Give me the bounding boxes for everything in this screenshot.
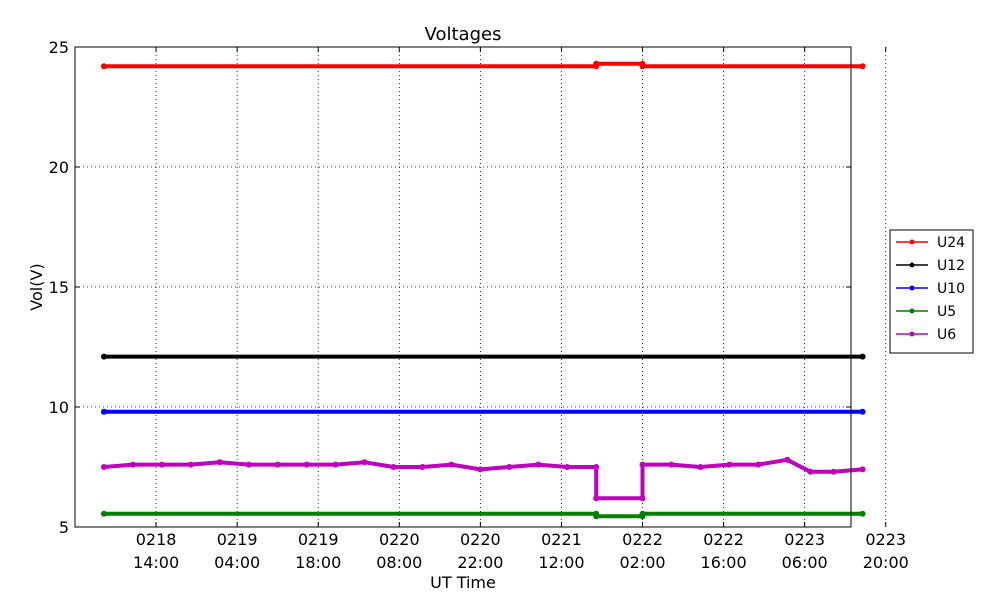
data-point-u6 xyxy=(593,464,600,470)
legend-marker-u12 xyxy=(909,262,915,268)
data-point-u6 xyxy=(755,461,762,468)
data-point-u6 xyxy=(807,468,814,475)
data-point-u6 xyxy=(830,468,837,475)
data-point-u6 xyxy=(477,466,484,473)
y-tick-label: 5 xyxy=(59,518,69,537)
data-point-u6 xyxy=(639,495,646,502)
data-point-u6 xyxy=(448,461,455,468)
x-tick-label-time: 02:00 xyxy=(619,553,665,572)
data-point-u10 xyxy=(859,408,866,415)
data-point-u6 xyxy=(726,461,733,468)
x-tick-label-date: 0219 xyxy=(298,530,339,549)
x-tick-label-date: 0219 xyxy=(217,530,258,549)
legend-marker-u6 xyxy=(909,331,915,337)
data-point-u6 xyxy=(697,464,704,470)
data-point-u6 xyxy=(535,461,542,468)
data-point-u5 xyxy=(593,513,600,520)
data-point-u12 xyxy=(100,353,107,360)
data-point-u6 xyxy=(303,461,310,468)
legend-label-u5: U5 xyxy=(937,304,956,320)
series-layer xyxy=(100,60,866,520)
data-point-u6 xyxy=(361,459,368,466)
y-tick-label: 25 xyxy=(49,38,69,57)
data-point-u6 xyxy=(390,464,397,470)
x-tick-label-time: 18:00 xyxy=(295,553,341,572)
data-point-u6 xyxy=(784,456,791,463)
x-tick-label-date: 0221 xyxy=(541,530,582,549)
x-tick-label-date: 0223 xyxy=(784,530,825,549)
x-tick-label-date: 0222 xyxy=(622,530,663,549)
data-point-u6 xyxy=(332,461,339,468)
data-point-u5 xyxy=(639,510,646,517)
data-point-u6 xyxy=(419,464,426,470)
x-tick-label-date: 0220 xyxy=(460,530,501,549)
data-point-u6 xyxy=(158,461,165,468)
series-line-u6 xyxy=(103,457,863,501)
y-axis-label: Vol(V) xyxy=(27,263,46,310)
x-tick-label-time: 06:00 xyxy=(782,553,828,572)
data-point-u24 xyxy=(639,63,646,70)
series-line-u5 xyxy=(104,511,863,519)
x-tick-label-time: 14:00 xyxy=(133,553,179,572)
legend-label-u6: U6 xyxy=(937,327,956,343)
x-tick-label-time: 08:00 xyxy=(376,553,422,572)
legend-box xyxy=(889,229,974,354)
data-point-u6 xyxy=(506,464,513,470)
data-point-u6 xyxy=(187,461,194,468)
legend-label-u10: U10 xyxy=(937,281,965,297)
legend-marker-u10 xyxy=(909,285,915,291)
data-point-u24 xyxy=(100,63,107,70)
data-point-u6 xyxy=(274,461,281,468)
data-point-u6 xyxy=(100,464,107,470)
legend: U24 U12 U10 U5 U6 xyxy=(889,229,974,354)
data-point-u6 xyxy=(216,459,223,466)
axis-ticks: 5 10 15 20 25 0218 14:00 0219 04:00 0219 18:00 0220… xyxy=(49,38,909,572)
data-point-u10 xyxy=(100,408,107,415)
legend-label-u12: U12 xyxy=(937,258,965,274)
x-tick-label-time: 20:00 xyxy=(863,553,909,572)
y-tick-label: 15 xyxy=(49,278,69,297)
x-tick-label-date: 0222 xyxy=(703,530,744,549)
data-point-u6 xyxy=(639,461,646,468)
x-tick-label-time: 16:00 xyxy=(701,553,747,572)
data-point-u5 xyxy=(100,510,107,517)
data-point-u6 xyxy=(129,461,136,468)
x-tick-label-date: 0218 xyxy=(136,530,177,549)
data-point-u5 xyxy=(859,510,866,517)
data-point-u6 xyxy=(668,461,675,468)
x-tick-label-date: 0220 xyxy=(379,530,420,549)
y-tick-label: 20 xyxy=(49,158,69,177)
legend-label-u24: U24 xyxy=(937,235,965,251)
data-point-u6 xyxy=(245,461,252,468)
data-point-u12 xyxy=(859,353,866,360)
x-axis-label: UT Time xyxy=(430,573,496,592)
data-point-u6 xyxy=(564,464,571,470)
x-tick-label-time: 22:00 xyxy=(457,553,503,572)
data-point-u6 xyxy=(859,466,866,473)
x-tick-label-date: 0223 xyxy=(865,530,906,549)
grid-lines xyxy=(75,47,887,527)
series-line-u24 xyxy=(104,61,863,69)
chart-title: Voltages xyxy=(425,24,502,45)
data-point-u24 xyxy=(593,60,600,67)
x-tick-label-time: 04:00 xyxy=(214,553,260,572)
legend-marker-u5 xyxy=(909,308,915,314)
legend-marker-u24 xyxy=(909,239,915,245)
y-tick-label: 10 xyxy=(49,398,69,417)
x-tick-label-time: 12:00 xyxy=(538,553,584,572)
data-point-u24 xyxy=(859,63,866,70)
data-point-u6 xyxy=(593,495,600,502)
